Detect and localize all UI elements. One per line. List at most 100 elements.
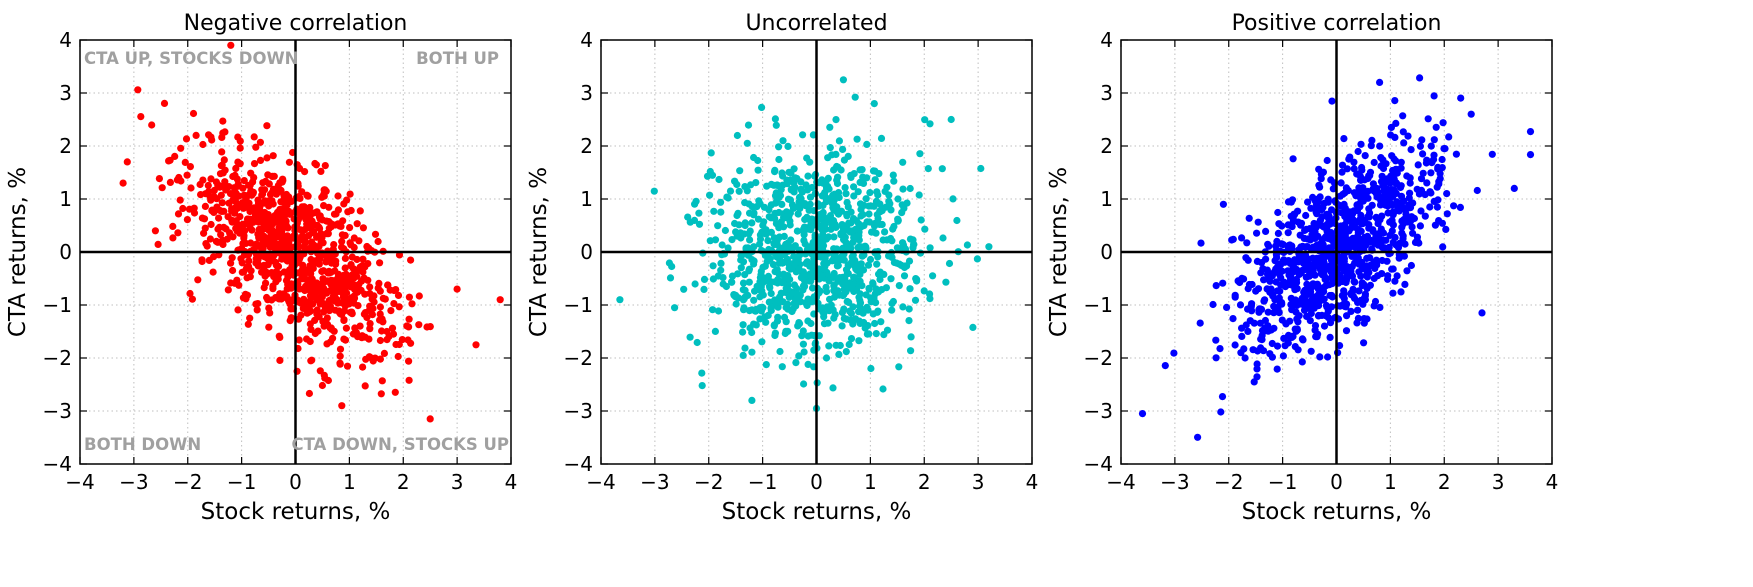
scatter-point (1473, 186, 1481, 195)
scatter-point (862, 245, 870, 253)
scatter-point (426, 415, 434, 423)
scatter-point (1350, 294, 1359, 302)
scatter-point (855, 236, 863, 244)
y-tick-label: 2 (580, 134, 593, 158)
scatter-point (746, 236, 754, 244)
scatter-point (1416, 222, 1424, 230)
scatter-point (415, 321, 423, 329)
scatter-point (790, 165, 798, 173)
scatter-point (232, 197, 240, 206)
scatter-point (739, 279, 748, 287)
scatter-point (299, 261, 307, 269)
scatter-point (1360, 243, 1368, 251)
scatter-point (1414, 161, 1422, 169)
scatter-point (852, 315, 860, 323)
scatter-point (225, 183, 233, 191)
scatter-point (261, 233, 269, 241)
scatter-point (866, 189, 874, 197)
scatter-point (318, 381, 326, 390)
scatter-point (391, 388, 399, 396)
scatter-point (276, 205, 284, 213)
scatter-point (282, 221, 290, 229)
scatter-point (818, 225, 826, 233)
scatter-point (735, 187, 743, 195)
scatter-point (1314, 312, 1323, 320)
y-tick-label: 3 (59, 81, 72, 105)
scatter-point (1397, 158, 1405, 166)
scatter-point (1228, 236, 1236, 244)
scatter-point (839, 145, 847, 153)
scatter-point (1394, 243, 1403, 251)
scatter-point (320, 308, 328, 316)
scatter-point (261, 197, 269, 205)
scatter-point (415, 292, 423, 300)
scatter-point (1138, 410, 1147, 418)
scatter-point (324, 253, 332, 261)
scatter-point (305, 389, 313, 398)
scatter-point (405, 376, 413, 384)
scatter-point (762, 361, 770, 369)
scatter-point (739, 351, 747, 359)
scatter-point (800, 380, 808, 388)
scatter-point (264, 261, 272, 269)
scatter-point (817, 244, 826, 253)
scatter-point (1294, 346, 1302, 354)
scatter-point (791, 242, 799, 250)
x-tick-label: 3 (972, 470, 985, 494)
scatter-point (258, 268, 266, 276)
scatter-point (234, 306, 242, 314)
scatter-point (828, 193, 837, 201)
scatter-point (252, 300, 260, 308)
scatter-point (784, 142, 792, 150)
scatter-point (799, 282, 808, 290)
scatter-point (268, 188, 276, 197)
scatter-point (227, 279, 235, 287)
x-tick-label: −3 (1160, 470, 1189, 494)
scatter-point (1370, 187, 1378, 195)
scatter-point (1365, 221, 1373, 229)
x-tick-label: −3 (640, 470, 669, 494)
scatter-point (336, 345, 345, 353)
scatter-point (784, 327, 792, 335)
x-tick-label: −2 (694, 470, 723, 494)
scatter-point (745, 307, 754, 315)
scatter-point (887, 234, 895, 243)
scatter-point (1217, 408, 1225, 416)
scatter-point (1268, 339, 1276, 348)
scatter-point (1467, 110, 1475, 118)
scatter-point (383, 336, 391, 344)
scatter-point (924, 165, 932, 173)
scatter-point (777, 289, 785, 297)
scatter-point (722, 282, 731, 291)
scatter-point (865, 218, 874, 226)
scatter-point (1419, 169, 1427, 177)
scatter-point (1253, 257, 1261, 265)
scatter-point (1338, 277, 1346, 286)
scatter-point (778, 363, 786, 371)
scatter-point (856, 166, 864, 174)
scatter-point (244, 320, 252, 328)
scatter-point (346, 190, 354, 198)
scatter-point (196, 180, 204, 189)
scatter-point (898, 209, 906, 217)
scatter-point (238, 259, 246, 267)
scatter-point (801, 215, 809, 224)
scatter-point (1358, 265, 1366, 273)
scatter-point (1209, 300, 1217, 309)
scatter-point (1399, 112, 1407, 120)
scatter-point (1363, 232, 1372, 240)
y-tick-label: −1 (43, 293, 72, 317)
scatter-point (1390, 208, 1398, 216)
scatter-point (746, 227, 754, 235)
scatter-point (190, 209, 199, 217)
scatter-point (1399, 235, 1407, 243)
scatter-point (695, 220, 704, 228)
scatter-point (833, 176, 841, 184)
scatter-point (824, 233, 833, 241)
scatter-point (1439, 119, 1447, 127)
scatter-point (1349, 286, 1358, 294)
scatter-point (245, 199, 253, 207)
scatter-point (921, 225, 929, 233)
scatter-point (1439, 243, 1447, 251)
